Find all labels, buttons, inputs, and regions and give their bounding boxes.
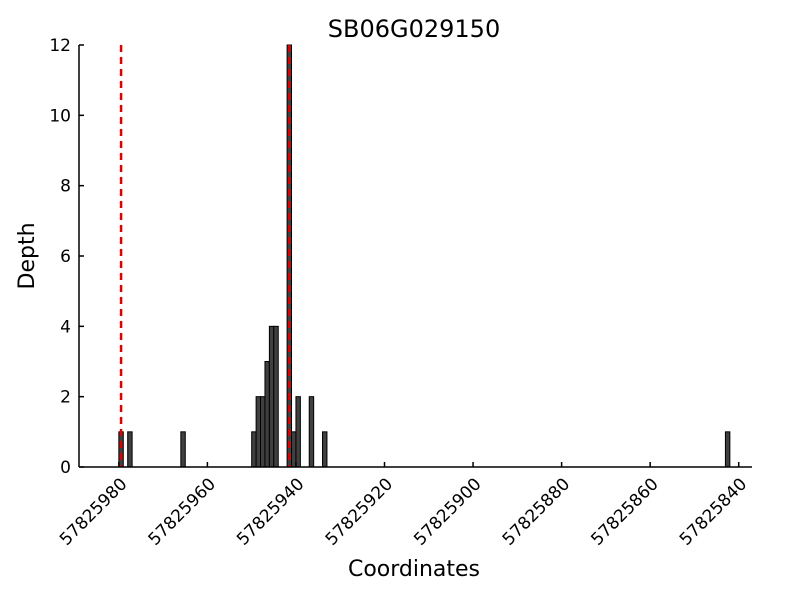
- chart-title: SB06G029150: [328, 15, 500, 43]
- depth-bar: [251, 431, 257, 468]
- depth-bar: [308, 396, 315, 468]
- depth-bar: [273, 325, 279, 468]
- depth-bar: [724, 431, 731, 468]
- axes-group: 0 2 4 6 8 10 12 57825980 57825960 57825940 5782592…: [49, 36, 752, 550]
- x-tick-label: 57825840: [676, 474, 751, 549]
- depth-bar: [268, 325, 275, 468]
- y-tick-label: 4: [60, 317, 71, 337]
- depth-bar: [127, 431, 133, 468]
- y-tick-label: 6: [60, 247, 71, 267]
- depth-bar: [255, 396, 262, 468]
- depth-bar: [264, 361, 270, 468]
- y-tick-label: 12: [49, 36, 71, 56]
- depth-bar: [295, 396, 301, 468]
- depth-bar: [260, 396, 266, 468]
- x-axis-label: Coordinates: [348, 557, 480, 582]
- reference-lines-group: [119, 45, 291, 467]
- x-tick-label: 57825980: [56, 474, 131, 549]
- y-tick-label: 2: [60, 388, 71, 408]
- depth-bar: [291, 431, 297, 468]
- bars-group: [118, 44, 731, 468]
- x-tick-label: 57825920: [322, 474, 397, 549]
- x-tick-label: 57825880: [499, 474, 574, 549]
- y-tick-label: 8: [60, 177, 71, 197]
- depth-bar: [118, 431, 124, 468]
- x-tick-label: 57825960: [145, 474, 220, 549]
- x-tick-label: 57825940: [233, 474, 308, 549]
- x-tick-label: 57825900: [410, 474, 485, 549]
- depth-bar: [180, 431, 186, 468]
- y-axis-label: Depth: [15, 222, 40, 289]
- depth-bar: [322, 431, 328, 468]
- y-tick-label: 10: [49, 106, 71, 126]
- x-tick-label: 57825860: [587, 474, 662, 549]
- y-tick-label: 0: [60, 458, 71, 478]
